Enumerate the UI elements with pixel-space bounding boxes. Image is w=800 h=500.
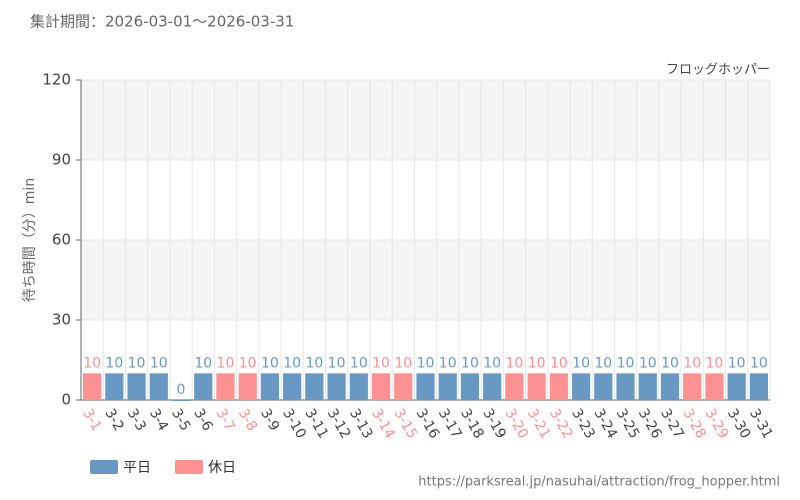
data-label: 10 [305,355,323,371]
bar [683,373,702,400]
x-tick-label: 3-9 [257,406,282,434]
legend-swatch [175,460,203,474]
bar [505,373,524,400]
bar [238,373,257,400]
x-tick-label: 3-2 [101,406,126,434]
data-label: 10 [417,355,435,371]
x-tick-label: 3-8 [235,406,260,434]
legend-label: 平日 [123,460,151,476]
x-tick-label: 3-3 [124,406,149,434]
data-label: 10 [728,355,746,371]
data-label: 10 [706,355,724,371]
data-label: 10 [550,355,568,371]
chart-title: 集計期間：2026-03-01～2026-03-31 [30,13,294,31]
y-tick-label: 60 [52,231,71,249]
y-tick-label: 30 [52,311,71,329]
bar [327,373,346,400]
bar [194,373,213,400]
data-label: 10 [217,355,235,371]
legend-swatch [90,460,118,474]
bar [216,373,235,400]
x-tick-label: 3-1 [79,406,104,434]
data-label: 10 [461,355,479,371]
bar [438,373,457,400]
bar [394,373,413,400]
data-label: 10 [505,355,523,371]
grid-band [81,80,770,160]
data-label: 10 [683,355,701,371]
x-tick-label: 3-7 [213,406,238,434]
bar [660,373,680,400]
data-label: 10 [283,355,301,371]
data-label: 10 [572,355,590,371]
legend-label: 休日 [208,460,236,476]
y-tick-label: 0 [61,391,71,409]
bar [127,373,146,400]
x-tick-label: 3-31 [746,406,776,442]
y-tick-label: 120 [42,71,71,89]
data-label: 10 [394,355,412,371]
x-tick-label: 3-6 [190,406,215,434]
bar [416,373,435,400]
bar [527,373,546,400]
bar [483,373,502,400]
bar [638,373,657,400]
bar [83,373,102,400]
data-label: 10 [239,355,257,371]
data-label: 10 [528,355,546,371]
bar [105,373,124,400]
data-label: 10 [328,355,346,371]
bar [305,373,324,400]
bar [283,373,302,400]
data-label: 10 [661,355,679,371]
data-label: 10 [750,355,768,371]
data-label: 10 [617,355,635,371]
data-label: 10 [594,355,612,371]
data-label: 10 [483,355,501,371]
bar [260,373,280,400]
y-tick-label: 90 [52,151,71,169]
data-label: 10 [194,355,212,371]
bar [594,373,613,400]
bar [371,373,391,400]
bar [616,373,635,400]
data-label: 10 [639,355,657,371]
bar [460,373,480,400]
grid-band [81,240,770,320]
bar [571,373,591,400]
data-label: 10 [128,355,146,371]
y-axis-label: 待ち時間（分）min [22,178,38,302]
chart-subtitle: フロッグホッパー [666,63,770,78]
x-tick-label: 3-4 [146,406,171,434]
data-label: 10 [83,355,101,371]
bar [749,373,768,400]
bar [349,373,368,400]
bar [549,373,568,400]
bar [171,400,191,401]
bar [727,373,746,400]
data-label: 10 [261,355,279,371]
x-tick-label: 3-5 [168,406,193,434]
data-label: 10 [439,355,457,371]
bar [149,373,168,400]
data-label: 0 [177,382,186,398]
data-label: 10 [105,355,123,371]
data-label: 10 [372,355,390,371]
source-url: https://parksreal.jp/nasuhai/attraction/… [418,475,780,490]
data-label: 10 [350,355,368,371]
data-label: 10 [150,355,168,371]
bar [705,373,724,400]
